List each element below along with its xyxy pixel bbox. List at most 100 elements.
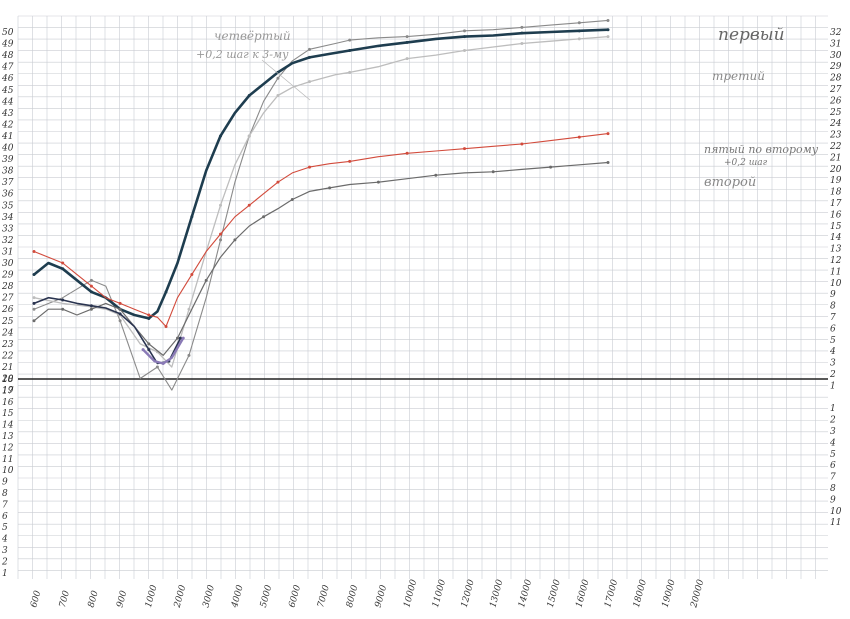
y-tick-right: 10 bbox=[830, 507, 842, 517]
y-tick-right: 2 bbox=[829, 370, 836, 380]
y-tick-left: 29 bbox=[1, 271, 14, 281]
y-tick-right: 24 bbox=[829, 119, 842, 129]
y-tick-left: 25 bbox=[1, 317, 14, 327]
series-point-4 bbox=[491, 170, 495, 174]
series-point-1 bbox=[32, 273, 36, 277]
x-tick: 2000 bbox=[172, 584, 188, 610]
y-tick-left: 2 bbox=[1, 557, 8, 567]
y-tick-left: 30 bbox=[2, 259, 14, 269]
y-tick-left: 43 bbox=[1, 109, 14, 119]
series-point-2 bbox=[247, 134, 251, 138]
series-point-1 bbox=[308, 55, 312, 59]
series-point-3 bbox=[606, 132, 610, 136]
y-tick-right: 28 bbox=[829, 74, 842, 84]
y-tick-right: 1 bbox=[830, 381, 836, 391]
series-line-4 bbox=[33, 161, 609, 356]
x-tick: 700 bbox=[58, 589, 72, 608]
y-tick-right: 1 bbox=[830, 404, 836, 414]
y-tick-left: 22 bbox=[1, 351, 14, 361]
series-point-1 bbox=[405, 40, 409, 44]
x-tick: 600 bbox=[29, 589, 43, 608]
y-tick-left: 15 bbox=[2, 409, 14, 419]
series-point-3 bbox=[308, 165, 312, 169]
y-tick-right: 27 bbox=[829, 85, 842, 95]
series-group bbox=[32, 18, 610, 391]
series-point-3 bbox=[61, 261, 65, 265]
series-point-6 bbox=[181, 336, 185, 340]
series-point-4 bbox=[61, 307, 65, 311]
series-point-3 bbox=[348, 159, 352, 163]
series-point-0 bbox=[520, 25, 524, 29]
y-tick-left: 6 bbox=[2, 512, 8, 522]
x-tick: 800 bbox=[87, 589, 101, 608]
x-tick: 4000 bbox=[230, 584, 246, 610]
series-point-0 bbox=[606, 18, 610, 22]
series-point-0 bbox=[155, 365, 159, 369]
label-fourth: четвёртый bbox=[214, 29, 291, 43]
series-point-0 bbox=[348, 38, 352, 42]
x-tick: 7000 bbox=[316, 584, 332, 609]
x-tick: 1000 bbox=[144, 584, 160, 609]
y-tick-left: 36 bbox=[2, 190, 14, 200]
y-tick-left: 40 bbox=[1, 144, 14, 154]
y-tick-right: 21 bbox=[829, 153, 841, 163]
x-tick: 20000 bbox=[689, 578, 706, 609]
x-tick: 18000 bbox=[632, 578, 649, 609]
grid bbox=[17, 15, 828, 579]
x-tick: 900 bbox=[115, 589, 129, 608]
y-tick-right: 3 bbox=[830, 359, 836, 369]
y-tick-right: 7 bbox=[830, 473, 836, 483]
series-point-5 bbox=[118, 312, 122, 316]
y-tick-right: 18 bbox=[830, 188, 842, 198]
series-point-3 bbox=[89, 284, 93, 288]
y-tick-right: 9 bbox=[830, 495, 836, 505]
y-tick-right: 11 bbox=[830, 518, 841, 528]
series-point-1 bbox=[606, 28, 610, 32]
y-tick-right: 16 bbox=[830, 210, 842, 220]
series-point-1 bbox=[247, 94, 251, 98]
series-point-5 bbox=[178, 336, 182, 340]
y-tick-left: 9 bbox=[2, 478, 8, 488]
y-tick-right: 20 bbox=[829, 165, 842, 175]
series-point-0 bbox=[405, 35, 409, 39]
y-tick-left: 39 bbox=[2, 155, 14, 165]
series-point-4 bbox=[549, 165, 553, 169]
series-point-5 bbox=[89, 304, 93, 308]
y-tick-left: 1 bbox=[2, 569, 8, 579]
x-tick: 11000 bbox=[431, 578, 448, 609]
series-point-2 bbox=[348, 70, 352, 74]
y-tick-left: 44 bbox=[1, 97, 14, 107]
x-tick: 5000 bbox=[259, 584, 275, 609]
y-tick-right: 8 bbox=[830, 484, 836, 494]
series-line-2 bbox=[33, 35, 609, 368]
y-tick-left: 34 bbox=[2, 213, 14, 223]
series-point-5 bbox=[147, 348, 151, 352]
series-point-3 bbox=[577, 135, 581, 139]
x-ticks: 600 700 800 900 1000 2000 3000 4000 5000 6000 7000… bbox=[29, 578, 706, 609]
y-tick-right: 4 bbox=[829, 438, 836, 448]
series-point-4 bbox=[290, 197, 294, 201]
y-tick-right: 6 bbox=[830, 324, 836, 334]
y-tick-right: 30 bbox=[830, 51, 842, 61]
series-point-1 bbox=[164, 290, 168, 294]
series-point-4 bbox=[204, 278, 208, 282]
series-point-2 bbox=[308, 80, 312, 84]
y-tick-right: 4 bbox=[829, 347, 836, 357]
label-first: первый bbox=[718, 25, 785, 45]
right-y-ticks: 3231302928272625242322212019181716151413… bbox=[829, 28, 842, 528]
series-point-4 bbox=[434, 173, 438, 177]
series-point-0 bbox=[463, 29, 466, 33]
y-tick-left: 7 bbox=[2, 500, 8, 510]
y-tick-left: 46 bbox=[1, 74, 14, 84]
label-fourth-note: +0,2 шаг к 3-му bbox=[196, 48, 289, 61]
x-tick: 16000 bbox=[575, 578, 592, 609]
x-tick: 6000 bbox=[288, 584, 304, 609]
y-tick-left: 18 bbox=[2, 375, 14, 385]
series-point-4 bbox=[89, 307, 93, 311]
y-tick-right: 6 bbox=[830, 461, 836, 471]
series-point-2 bbox=[187, 307, 191, 311]
y-tick-left: 31 bbox=[2, 247, 13, 257]
y-tick-right: 13 bbox=[830, 245, 842, 255]
series-point-1 bbox=[89, 290, 93, 294]
y-tick-right: 2 bbox=[829, 416, 836, 426]
